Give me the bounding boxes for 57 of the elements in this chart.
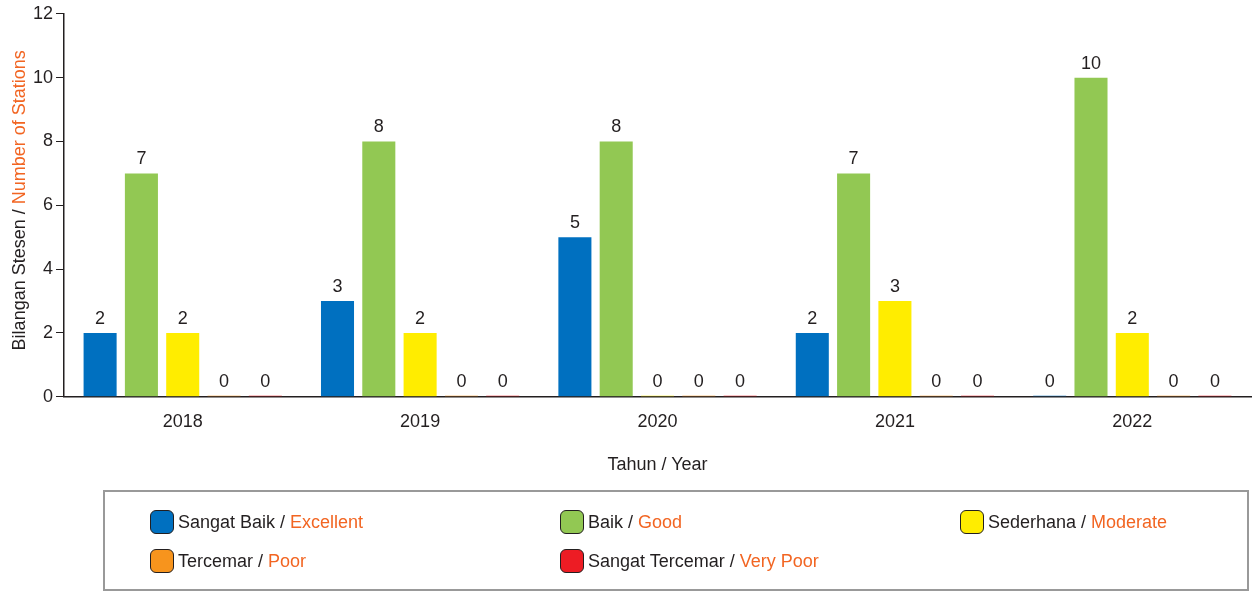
y-tick-label: 8 (43, 130, 54, 151)
y-tick-label: 6 (43, 194, 54, 215)
data-label: 10 (1080, 52, 1102, 73)
legend-label: Sederhana / Moderate (988, 511, 1168, 532)
y-axis-title: Bilangan Stesen / Number of Stations (8, 50, 29, 351)
legend-label: Sangat Baik / Excellent (178, 511, 364, 532)
bar (124, 173, 158, 397)
data-label: 8 (373, 116, 384, 137)
bar (837, 173, 871, 397)
data-label: 0 (1209, 370, 1220, 391)
data-label: 5 (569, 212, 580, 233)
data-label: 7 (848, 148, 859, 169)
data-label: 0 (1168, 370, 1179, 391)
data-label: 0 (260, 370, 271, 391)
bar (599, 141, 633, 397)
bar (558, 237, 592, 397)
x-tick-label: 2018 (162, 410, 203, 431)
bar (362, 141, 396, 397)
bar (1074, 77, 1108, 397)
x-tick-label: 2022 (1112, 410, 1153, 431)
data-label: 0 (219, 370, 230, 391)
data-label: 8 (611, 116, 622, 137)
bar (403, 332, 437, 397)
data-label: 0 (972, 370, 983, 391)
bar (320, 301, 355, 397)
x-tick-label: 2019 (400, 410, 441, 431)
data-label: 0 (456, 370, 467, 391)
legend-label: Baik / Good (588, 511, 683, 532)
data-label: 0 (693, 370, 704, 391)
data-label: 2 (807, 307, 818, 328)
data-label: 0 (931, 370, 942, 391)
data-label: 0 (652, 370, 663, 391)
bar (878, 301, 912, 397)
data-label: 7 (136, 148, 147, 169)
data-label: 2 (415, 307, 426, 328)
data-label: 0 (497, 370, 508, 391)
bar (1115, 332, 1149, 397)
bar (83, 332, 117, 397)
data-label: 2 (95, 307, 106, 328)
data-label: 2 (177, 307, 188, 328)
data-label: 3 (889, 276, 900, 297)
y-tick-label: 2 (43, 321, 54, 342)
legend-label: Sangat Tercemar / Very Poor (588, 550, 819, 571)
data-label: 3 (332, 276, 343, 297)
data-label: 0 (735, 370, 746, 391)
bar (166, 332, 200, 397)
y-tick-label: 12 (32, 2, 54, 23)
y-tick-label: 0 (43, 385, 54, 406)
x-axis-title: Tahun / Year (607, 454, 708, 475)
x-tick-label: 2021 (874, 410, 915, 431)
y-tick-label: 10 (32, 66, 54, 87)
x-tick-label: 2020 (637, 410, 678, 431)
y-tick-label: 4 (43, 258, 54, 279)
bar (795, 332, 829, 397)
data-label: 2 (1127, 307, 1138, 328)
data-label: 0 (1044, 370, 1055, 391)
legend-label: Tercemar / Poor (178, 550, 307, 571)
